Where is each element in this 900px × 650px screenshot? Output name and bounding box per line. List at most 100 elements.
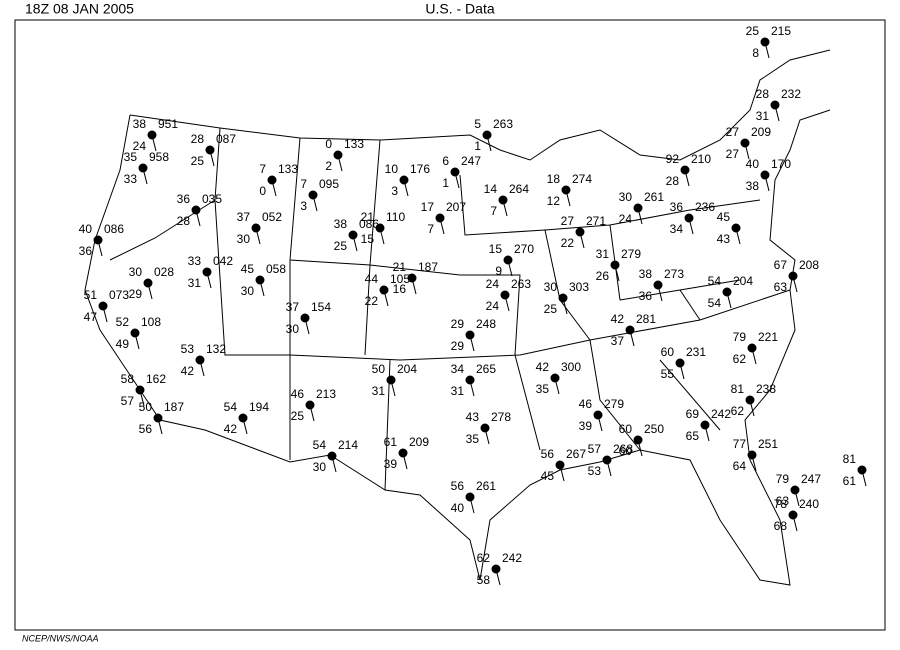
temperature: 27 <box>561 214 575 228</box>
station: 34 265 31 <box>451 362 497 398</box>
pressure: 231 <box>686 345 706 359</box>
temperature: 60 <box>619 422 633 436</box>
dewpoint: 31 <box>451 384 465 398</box>
station-dot <box>238 413 248 423</box>
station-dot <box>675 358 685 368</box>
temperature: 0 <box>325 137 332 151</box>
dewpoint: 61 <box>843 474 857 488</box>
dewpoint: 12 <box>547 194 561 208</box>
dewpoint: 22 <box>365 294 379 308</box>
dewpoint: 28 <box>666 174 680 188</box>
temperature: 56 <box>451 479 465 493</box>
dewpoint: 25 <box>191 154 205 168</box>
dewpoint: 34 <box>670 222 684 236</box>
dewpoint: 57 <box>121 394 135 408</box>
dewpoint: 58 <box>477 573 491 587</box>
station-dot <box>300 313 310 323</box>
station-dot <box>760 37 770 47</box>
pressure: 261 <box>476 479 496 493</box>
temperature: 27 <box>726 125 740 139</box>
dewpoint: 7 <box>427 222 434 236</box>
temperature: 62 <box>477 551 491 565</box>
station: 36 035 28 <box>177 192 223 228</box>
station: 25 215 8 <box>746 24 792 60</box>
station: 37 052 30 <box>237 210 283 246</box>
pressure: 035 <box>202 192 222 206</box>
temperature: 42 <box>611 312 625 326</box>
station-dot <box>561 185 571 195</box>
pressure: 264 <box>509 182 529 196</box>
temperature: 24 <box>486 277 500 291</box>
station-dot <box>333 150 343 160</box>
station-dot <box>700 420 710 430</box>
temperature: 28 <box>756 87 770 101</box>
dewpoint: 24 <box>619 212 633 226</box>
pressure: 170 <box>771 157 791 171</box>
station: 21 187 16 <box>393 260 439 296</box>
station-dot <box>308 190 318 200</box>
dewpoint: 25 <box>544 302 558 316</box>
pressure: 248 <box>476 317 496 331</box>
station: 79 221 62 <box>733 330 779 366</box>
station-dot <box>680 165 690 175</box>
dewpoint: 24 <box>486 299 500 313</box>
pressure: 214 <box>338 438 358 452</box>
dewpoint: 29 <box>451 339 465 353</box>
pressure: 240 <box>799 497 819 511</box>
dewpoint: 30 <box>313 460 327 474</box>
temperature: 34 <box>451 362 465 376</box>
station: 30 261 24 <box>619 190 665 226</box>
dewpoint: 30 <box>237 232 251 246</box>
temperature: 46 <box>579 397 593 411</box>
pressure: 242 <box>711 407 731 421</box>
station: 67 208 63 <box>774 258 820 294</box>
station: 14 264 7 <box>484 182 530 218</box>
pressure: 087 <box>216 132 236 146</box>
station: 7 095 3 <box>300 177 339 213</box>
station-dot <box>857 465 867 475</box>
station-dot <box>98 301 108 311</box>
station: 15 270 9 <box>489 242 535 278</box>
station: 54 194 42 <box>224 400 270 436</box>
dewpoint: 22 <box>561 236 575 250</box>
dewpoint: 0 <box>259 184 266 198</box>
pressure: 270 <box>514 242 534 256</box>
pressure: 215 <box>771 24 791 38</box>
dewpoint: 15 <box>361 232 375 246</box>
station: 7 133 0 <box>259 162 298 198</box>
station-dot <box>399 175 409 185</box>
station-dot <box>790 485 800 495</box>
map-title: U.S. - Data <box>425 1 494 17</box>
station: 24 263 24 <box>486 277 532 313</box>
north-border <box>129 49 831 161</box>
station: 42 281 37 <box>611 312 657 348</box>
station: 27 271 22 <box>561 214 607 250</box>
station-dot <box>143 278 153 288</box>
station-dot <box>684 213 694 223</box>
station-dot <box>747 450 757 460</box>
pressure: 028 <box>154 265 174 279</box>
station-dot <box>653 280 663 290</box>
station-dot <box>550 373 560 383</box>
dewpoint: 31 <box>188 276 202 290</box>
station-dot <box>602 455 612 465</box>
temperature: 21 <box>393 260 407 274</box>
temperature: 33 <box>188 254 202 268</box>
temperature: 14 <box>484 182 498 196</box>
station-dot <box>327 451 337 461</box>
temperature: 10 <box>385 162 399 176</box>
station: 46 213 25 <box>291 387 337 423</box>
station: 45 058 30 <box>241 262 287 298</box>
temperature: 69 <box>686 407 700 421</box>
station: 77 251 64 <box>733 437 779 473</box>
station-dot <box>205 145 215 155</box>
dewpoint: 28 <box>177 214 191 228</box>
pressure: 052 <box>262 210 282 224</box>
temperature: 54 <box>313 438 327 452</box>
pressure: 268 <box>613 442 633 456</box>
station-dot <box>465 492 475 502</box>
station-dot <box>195 355 205 365</box>
pressure: 221 <box>758 330 778 344</box>
pressure: 263 <box>493 117 513 131</box>
